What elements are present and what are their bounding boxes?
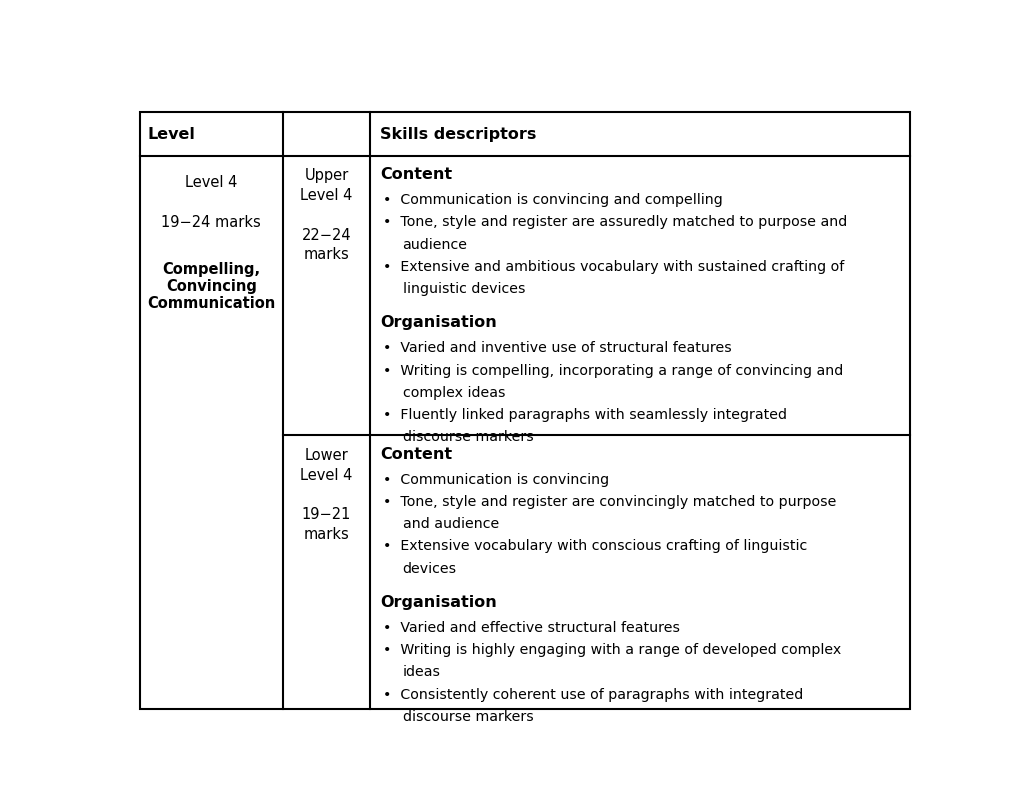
- Text: Organisation: Organisation: [380, 316, 497, 330]
- Text: devices: devices: [402, 562, 457, 575]
- Text: •  Tone, style and register are convincingly matched to purpose: • Tone, style and register are convincin…: [383, 495, 837, 509]
- Text: 19−24 marks: 19−24 marks: [162, 215, 261, 230]
- Text: Level: Level: [147, 127, 196, 141]
- Text: Lower
Level 4

19−21
marks: Lower Level 4 19−21 marks: [300, 448, 352, 542]
- Text: •  Writing is compelling, incorporating a range of convincing and: • Writing is compelling, incorporating a…: [383, 363, 843, 378]
- Text: Content: Content: [380, 167, 453, 182]
- Text: Level 4: Level 4: [185, 174, 238, 190]
- Text: •  Consistently coherent use of paragraphs with integrated: • Consistently coherent use of paragraph…: [383, 688, 803, 701]
- Text: linguistic devices: linguistic devices: [402, 282, 525, 296]
- Text: Compelling,
Convincing
Communication: Compelling, Convincing Communication: [147, 261, 275, 312]
- Text: Content: Content: [380, 447, 453, 462]
- Text: discourse markers: discourse markers: [402, 709, 534, 724]
- Text: •  Extensive and ambitious vocabulary with sustained crafting of: • Extensive and ambitious vocabulary wit…: [383, 260, 844, 274]
- Text: •  Communication is convincing: • Communication is convincing: [383, 473, 609, 487]
- Text: •  Extensive vocabulary with conscious crafting of linguistic: • Extensive vocabulary with conscious cr…: [383, 539, 807, 554]
- Text: •  Communication is convincing and compelling: • Communication is convincing and compel…: [383, 193, 723, 207]
- Text: •  Varied and effective structural features: • Varied and effective structural featur…: [383, 621, 680, 635]
- Text: ideas: ideas: [402, 665, 440, 679]
- Text: Skills descriptors: Skills descriptors: [380, 127, 536, 141]
- Text: complex ideas: complex ideas: [402, 386, 505, 399]
- Text: •  Varied and inventive use of structural features: • Varied and inventive use of structural…: [383, 341, 731, 355]
- Text: audience: audience: [402, 237, 468, 252]
- Text: •  Tone, style and register are assuredly matched to purpose and: • Tone, style and register are assuredly…: [383, 215, 847, 229]
- Text: •  Writing is highly engaging with a range of developed complex: • Writing is highly engaging with a rang…: [383, 643, 841, 657]
- Text: and audience: and audience: [402, 517, 499, 531]
- Text: Organisation: Organisation: [380, 595, 497, 610]
- Text: •  Fluently linked paragraphs with seamlessly integrated: • Fluently linked paragraphs with seamle…: [383, 408, 786, 422]
- Text: discourse markers: discourse markers: [402, 430, 534, 444]
- Text: Upper
Level 4

22−24
marks: Upper Level 4 22−24 marks: [300, 169, 352, 262]
